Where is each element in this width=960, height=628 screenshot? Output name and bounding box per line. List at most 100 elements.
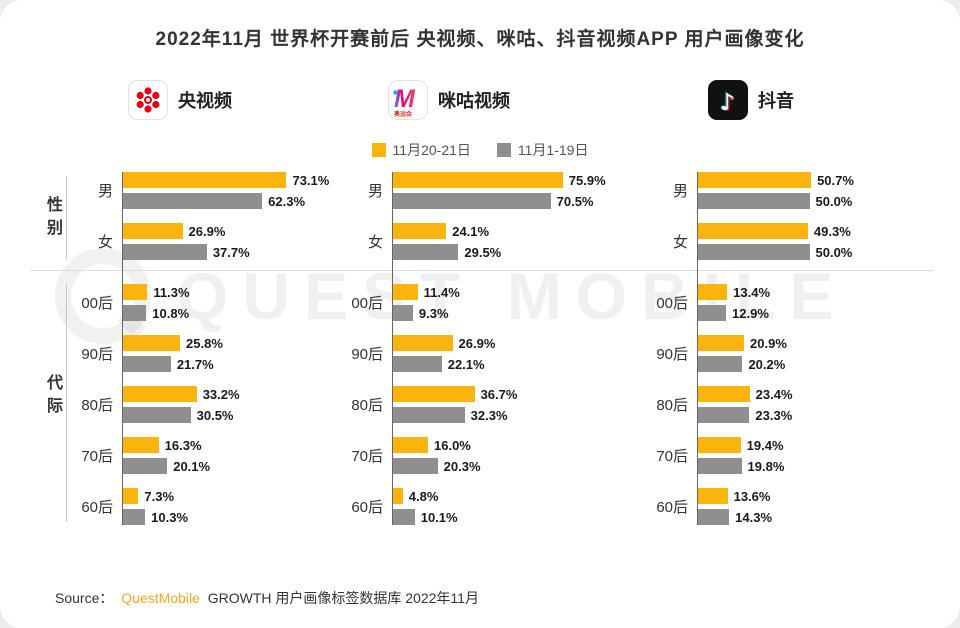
chart-body: 男 50.7% 50.0% 女 49.3% 50.0% 00后 13.4% 12.9% 90后 20… bbox=[647, 172, 927, 525]
bar-pair: 23.4% 23.3% bbox=[697, 386, 793, 423]
value-label: 37.7% bbox=[212, 244, 250, 260]
category-label: 70后 bbox=[351, 448, 383, 465]
svg-text:♪: ♪ bbox=[720, 90, 735, 116]
bar-row: 25.8% bbox=[122, 335, 223, 351]
section-label-generation: 代际 bbox=[44, 374, 61, 420]
value-label: 36.7% bbox=[480, 386, 518, 402]
bar-group: 90后 26.9% 22.1% bbox=[342, 335, 622, 372]
value-label: 32.3% bbox=[470, 407, 508, 423]
value-label: 20.3% bbox=[443, 458, 481, 474]
category-label: 90后 bbox=[656, 346, 688, 363]
bar-row: 14.3% bbox=[697, 509, 772, 525]
migu-icon-caption: 奥运会 bbox=[394, 110, 413, 118]
bar-group: 60后 13.6% 14.3% bbox=[647, 488, 927, 525]
svg-text:♪: ♪ bbox=[722, 91, 737, 117]
value-label: 24.1% bbox=[452, 223, 490, 239]
bar-group: 00后 13.4% 12.9% bbox=[647, 284, 927, 321]
section-label-gender: 性别 bbox=[44, 196, 61, 242]
app-header-cctv: 央视频 bbox=[128, 80, 232, 120]
bar-row: 50.7% bbox=[697, 172, 854, 188]
value-label: 19.4% bbox=[746, 437, 784, 453]
generation-section-line bbox=[66, 284, 67, 522]
bar-nov1-19 bbox=[392, 244, 459, 260]
bar-nov20-21 bbox=[122, 386, 197, 402]
bar-row: 10.3% bbox=[122, 509, 188, 525]
bar-nov1-19 bbox=[122, 244, 207, 260]
cctv-video-app-icon bbox=[128, 80, 168, 120]
bar-pair: 16.3% 20.1% bbox=[122, 437, 210, 474]
bar-nov1-19 bbox=[122, 193, 263, 209]
bar-pair: 4.8% 10.1% bbox=[392, 488, 458, 525]
bar-nov20-21 bbox=[122, 172, 287, 188]
bar-nov1-19 bbox=[122, 305, 147, 321]
bar-nov1-19 bbox=[122, 407, 191, 423]
category-label: 60后 bbox=[351, 499, 383, 516]
bar-pair: 26.9% 22.1% bbox=[392, 335, 495, 372]
bar-nov1-19 bbox=[392, 509, 415, 525]
page-title: 2022年11月 世界杯开赛前后 央视频、咪咕、抖音视频APP 用户画像变化 bbox=[155, 29, 805, 50]
chart-migu: 男 75.9% 70.5% 女 24.1% 29.5% 00后 11.4% 9.3% 90后 26.… bbox=[342, 172, 622, 525]
value-label: 23.3% bbox=[755, 407, 793, 423]
bar-group: 男 75.9% 70.5% bbox=[342, 172, 622, 209]
bar-row: 22.1% bbox=[392, 356, 495, 372]
value-label: 19.8% bbox=[747, 458, 785, 474]
bar-row: 24.1% bbox=[392, 223, 501, 239]
source-line: Source： QuestMobile GROWTH 用户画像标签数据库 202… bbox=[55, 588, 479, 608]
category-label: 80后 bbox=[351, 397, 383, 414]
bar-nov1-19 bbox=[122, 356, 171, 372]
source-brand: QuestMobile bbox=[121, 590, 200, 606]
bar-pair: 19.4% 19.8% bbox=[697, 437, 784, 474]
value-label: 10.8% bbox=[152, 305, 190, 321]
bar-pair: 75.9% 70.5% bbox=[392, 172, 606, 209]
bar-nov20-21 bbox=[697, 386, 750, 402]
app-name-cctv: 央视频 bbox=[178, 91, 232, 111]
value-label: 7.3% bbox=[144, 488, 175, 504]
bar-row: 19.8% bbox=[697, 458, 784, 474]
bar-pair: 13.4% 12.9% bbox=[697, 284, 770, 321]
value-label: 26.9% bbox=[458, 335, 496, 351]
chart-body: 男 73.1% 62.3% 女 26.9% 37.7% 00后 11.3% 10.8% 90后 25… bbox=[72, 172, 352, 525]
bar-nov20-21 bbox=[392, 488, 403, 504]
app-name-migu: 咪咕视频 bbox=[438, 91, 510, 111]
bar-row: 75.9% bbox=[392, 172, 606, 188]
bar-pair: 16.0% 20.3% bbox=[392, 437, 481, 474]
bar-row: 26.9% bbox=[122, 223, 250, 239]
bar-group: 00后 11.3% 10.8% bbox=[72, 284, 352, 321]
value-label: 11.4% bbox=[423, 284, 460, 300]
category-label: 90后 bbox=[351, 346, 383, 363]
douyin-app-icon: ♪ ♪ ♪ bbox=[708, 80, 748, 120]
bar-pair: 13.6% 14.3% bbox=[697, 488, 772, 525]
legend-item-nov20-21: 11月20-21日 bbox=[371, 140, 471, 160]
bar-pair: 20.9% 20.2% bbox=[697, 335, 787, 372]
bar-group: 女 26.9% 37.7% bbox=[72, 223, 352, 260]
bar-nov20-21 bbox=[392, 284, 418, 300]
bar-nov1-19 bbox=[697, 458, 742, 474]
bar-pair: 49.3% 50.0% bbox=[697, 223, 852, 260]
value-label: 20.9% bbox=[750, 335, 787, 351]
bar-nov20-21 bbox=[392, 335, 453, 351]
bar-row: 12.9% bbox=[697, 305, 770, 321]
bar-row: 16.3% bbox=[122, 437, 210, 453]
bar-pair: 25.8% 21.7% bbox=[122, 335, 223, 372]
value-label: 25.8% bbox=[186, 335, 223, 351]
bar-row: 13.4% bbox=[697, 284, 770, 300]
category-label: 男 bbox=[672, 183, 688, 200]
value-label: 30.5% bbox=[196, 407, 234, 423]
bar-row: 7.3% bbox=[122, 488, 188, 504]
bar-row: 19.4% bbox=[697, 437, 784, 453]
value-label: 29.5% bbox=[464, 244, 502, 260]
bar-pair: 73.1% 62.3% bbox=[122, 172, 329, 209]
bar-nov20-21 bbox=[392, 437, 428, 453]
category-label: 00后 bbox=[351, 295, 383, 312]
bar-nov1-19 bbox=[697, 407, 750, 423]
bar-group: 70后 19.4% 19.8% bbox=[647, 437, 927, 474]
bar-group: 男 50.7% 50.0% bbox=[647, 172, 927, 209]
bar-row: 20.2% bbox=[697, 356, 787, 372]
migu-video-app-icon: M 奥运会 bbox=[388, 80, 428, 120]
chart-legend: 11月20-21日 11月1-19日 bbox=[0, 140, 960, 160]
bar-row: 23.3% bbox=[697, 407, 793, 423]
bar-group: 女 24.1% 29.5% bbox=[342, 223, 622, 260]
bar-nov20-21 bbox=[122, 284, 148, 300]
bar-group: 70后 16.0% 20.3% bbox=[342, 437, 622, 474]
bar-nov20-21 bbox=[122, 335, 181, 351]
